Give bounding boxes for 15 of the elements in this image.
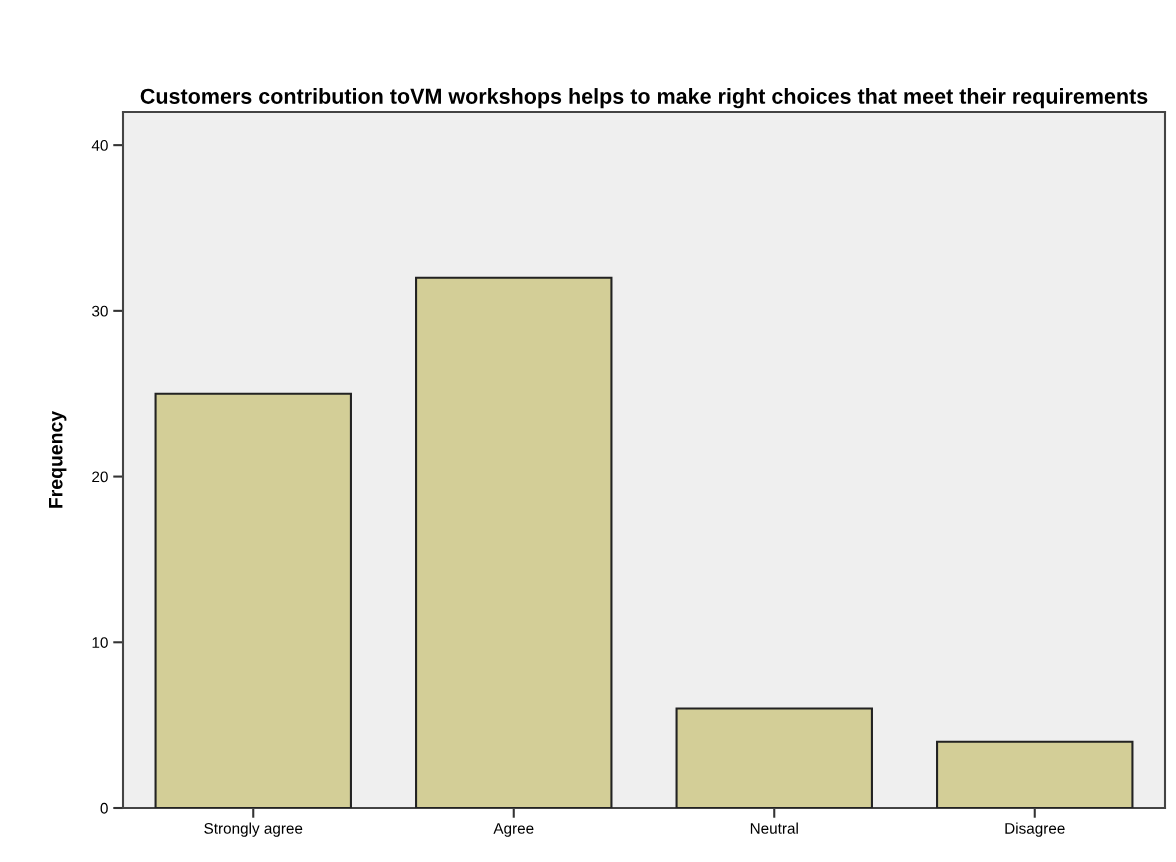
x-tick-label: Strongly agree bbox=[204, 822, 303, 837]
bar bbox=[675, 707, 873, 808]
y-tick-label: 0 bbox=[100, 802, 108, 814]
x-tick-label: Neutral bbox=[750, 822, 798, 834]
y-tick-label: 20 bbox=[92, 471, 108, 483]
bar bbox=[936, 740, 1134, 808]
x-tick-label: Agree bbox=[493, 823, 534, 837]
x-tick-label: Disagree bbox=[1005, 822, 1065, 837]
y-tick-label: 40 bbox=[91, 140, 108, 151]
bar bbox=[154, 392, 352, 808]
chart-title: Customers contribution toVM workshops helps to make right choices that meet their requirements bbox=[140, 88, 1148, 109]
y-tick-label: 30 bbox=[92, 305, 108, 317]
y-axis-title: Frequency bbox=[49, 410, 67, 508]
y-tick-label: 10 bbox=[92, 637, 108, 648]
bar bbox=[415, 276, 613, 808]
